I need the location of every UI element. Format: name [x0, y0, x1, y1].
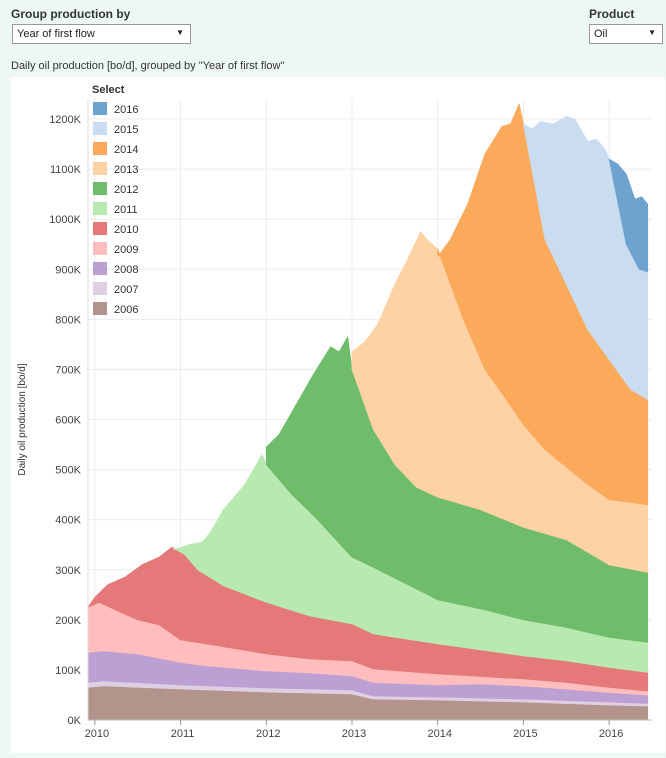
legend-label[interactable]: 2008 [114, 264, 138, 276]
legend-label[interactable]: 2007 [114, 284, 138, 296]
group-by-label: Group production by [11, 7, 131, 21]
area-series-2016 [608, 158, 649, 273]
area-layers [87, 103, 649, 721]
legend-label[interactable]: 2015 [114, 124, 138, 136]
x-tick-label: 2011 [171, 728, 195, 740]
x-tick-label: 2015 [513, 728, 537, 740]
y-tick-label: 200K [55, 615, 81, 627]
group-by-value: Year of first flow [17, 28, 95, 40]
chart-subtitle: Daily oil production [bo/d], grouped by … [11, 60, 285, 72]
axes: 0K 100K 200K 300K 400K 500K 600K 700K 800K 900K 10… [17, 99, 652, 740]
legend-label[interactable]: 2006 [114, 304, 138, 316]
legend-label[interactable]: 2013 [114, 164, 138, 176]
x-tick-label: 2012 [256, 728, 280, 740]
y-tick-label: 1000K [49, 214, 81, 226]
y-tick-label: 900K [55, 264, 81, 276]
legend-swatch[interactable] [93, 282, 107, 295]
chevron-down-icon: ▼ [648, 28, 656, 37]
y-tick-label: 400K [55, 515, 81, 527]
legend-swatch[interactable] [93, 102, 107, 115]
y-tick-label: 0K [68, 715, 82, 727]
y-tick-label: 500K [55, 465, 81, 477]
group-by-dropdown[interactable]: Year of first flow ▼ [12, 24, 191, 44]
chevron-down-icon: ▼ [176, 28, 184, 37]
legend-label[interactable]: 2012 [114, 184, 138, 196]
legend-label[interactable]: 2016 [114, 104, 138, 116]
y-tick-label: 1100K [50, 164, 82, 176]
chart-panel: 0K 100K 200K 300K 400K 500K 600K 700K 800K 900K 10… [11, 77, 665, 753]
legend-label[interactable]: 2009 [114, 244, 138, 256]
stacked-area-chart: 0K 100K 200K 300K 400K 500K 600K 700K 800K 900K 10… [17, 84, 652, 740]
x-tick-label: 2014 [427, 728, 451, 740]
legend-swatch[interactable] [93, 142, 107, 155]
legend-title: Select [92, 84, 125, 96]
legend-swatch[interactable] [93, 302, 107, 315]
x-tick-label: 2010 [85, 728, 109, 740]
legend-swatch[interactable] [93, 222, 107, 235]
legend-label[interactable]: 2014 [114, 144, 138, 156]
legend-swatch[interactable] [93, 162, 107, 175]
y-tick-label: 700K [55, 364, 81, 376]
legend-swatch[interactable] [93, 122, 107, 135]
product-label: Product [589, 7, 635, 21]
legend-swatch[interactable] [93, 242, 107, 255]
y-tick-label: 300K [55, 565, 81, 577]
x-tick-label: 2013 [342, 728, 366, 740]
y-axis-title: Daily oil production [bo/d] [17, 363, 28, 476]
x-tick-label: 2016 [599, 728, 623, 740]
legend-swatch[interactable] [93, 262, 107, 275]
legend-label[interactable]: 2010 [114, 224, 138, 236]
product-dropdown[interactable]: Oil ▼ [589, 24, 663, 44]
product-value: Oil [594, 28, 608, 40]
legend-label[interactable]: 2011 [114, 204, 138, 216]
legend-swatch[interactable] [93, 202, 107, 215]
legend-swatch[interactable] [93, 182, 107, 195]
y-tick-label: 600K [55, 415, 81, 427]
y-tick-label: 800K [55, 314, 81, 326]
y-tick-label: 1200K [49, 114, 81, 126]
legend[interactable]: Select 2016 2015 2014 2013 2012 2011 2010 2009 20… [92, 84, 138, 316]
y-tick-label: 100K [55, 665, 81, 677]
